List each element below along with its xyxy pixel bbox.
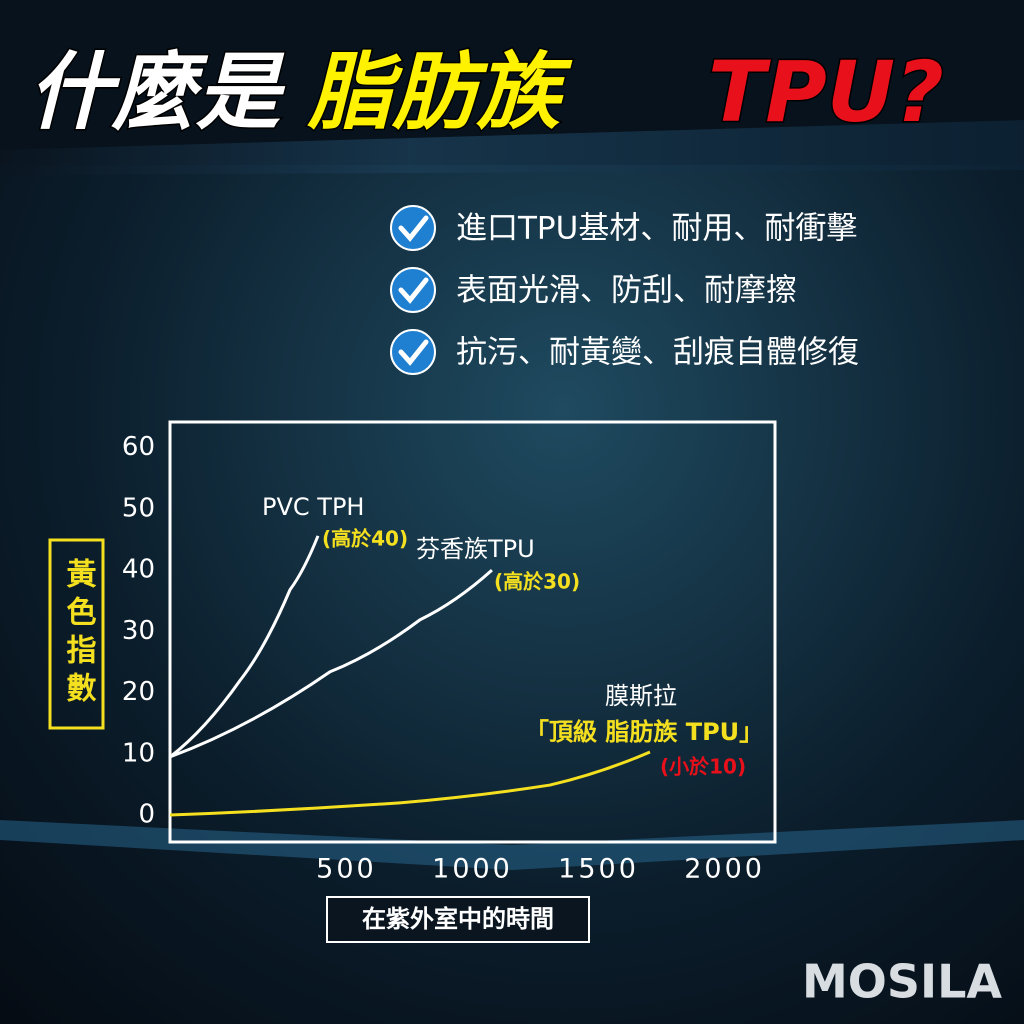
feature-text: 進口TPU基材、耐用、耐衝擊 [456, 211, 857, 247]
floor-glow [0, 820, 1024, 870]
y-tick-label: 60 [122, 432, 155, 462]
brand: MOSILA [802, 955, 1002, 1009]
y-tick-label: 40 [122, 555, 155, 585]
check-icon [390, 267, 436, 313]
check-mark [398, 339, 429, 366]
line [169, 535, 320, 759]
title-part: 脂肪族 [307, 43, 573, 141]
xlabel-box [326, 896, 590, 943]
series-label: 膜斯拉 [605, 682, 677, 710]
title-part: 什麼是 [28, 43, 286, 141]
series-note: (高於40) [322, 527, 408, 551]
series-note: (小於10) [660, 755, 746, 779]
line [169, 750, 651, 817]
series-label: PVC TPH [262, 493, 364, 521]
check-mark [398, 215, 429, 242]
x-tick-label: 1000 [432, 854, 513, 885]
y-tick-label: 50 [122, 493, 155, 523]
x-tick-label: 1500 [558, 854, 639, 885]
plot-frame [168, 420, 777, 844]
ylabel-box [48, 538, 105, 730]
check-icon [390, 205, 436, 251]
title-part: TPU? [708, 43, 944, 141]
header-streak [0, 120, 1024, 175]
feature-text: 抗污、耐黃變、刮痕自體修復 [456, 335, 859, 371]
y-tick-label: 30 [122, 616, 155, 646]
check-icon [390, 329, 436, 375]
y-tick-label: 0 [138, 800, 155, 830]
x-tick-label: 500 [316, 854, 377, 885]
feature-text: 表面光滑、防刮、耐摩擦 [456, 273, 797, 309]
y-tick-label: 10 [122, 738, 155, 768]
series-subtitle: 「頂級 脂肪族 TPU」 [525, 718, 763, 746]
x-axis-label: 在紫外室中的時間 [362, 905, 554, 933]
y-tick-label: 20 [122, 677, 155, 707]
line [169, 569, 493, 759]
x-tick-label: 2000 [684, 854, 765, 885]
y-axis-label: 黃色指數 [61, 558, 97, 710]
series-note: (高於30) [494, 570, 580, 594]
check-mark [398, 277, 429, 304]
series-label: 芬香族TPU [416, 535, 535, 563]
